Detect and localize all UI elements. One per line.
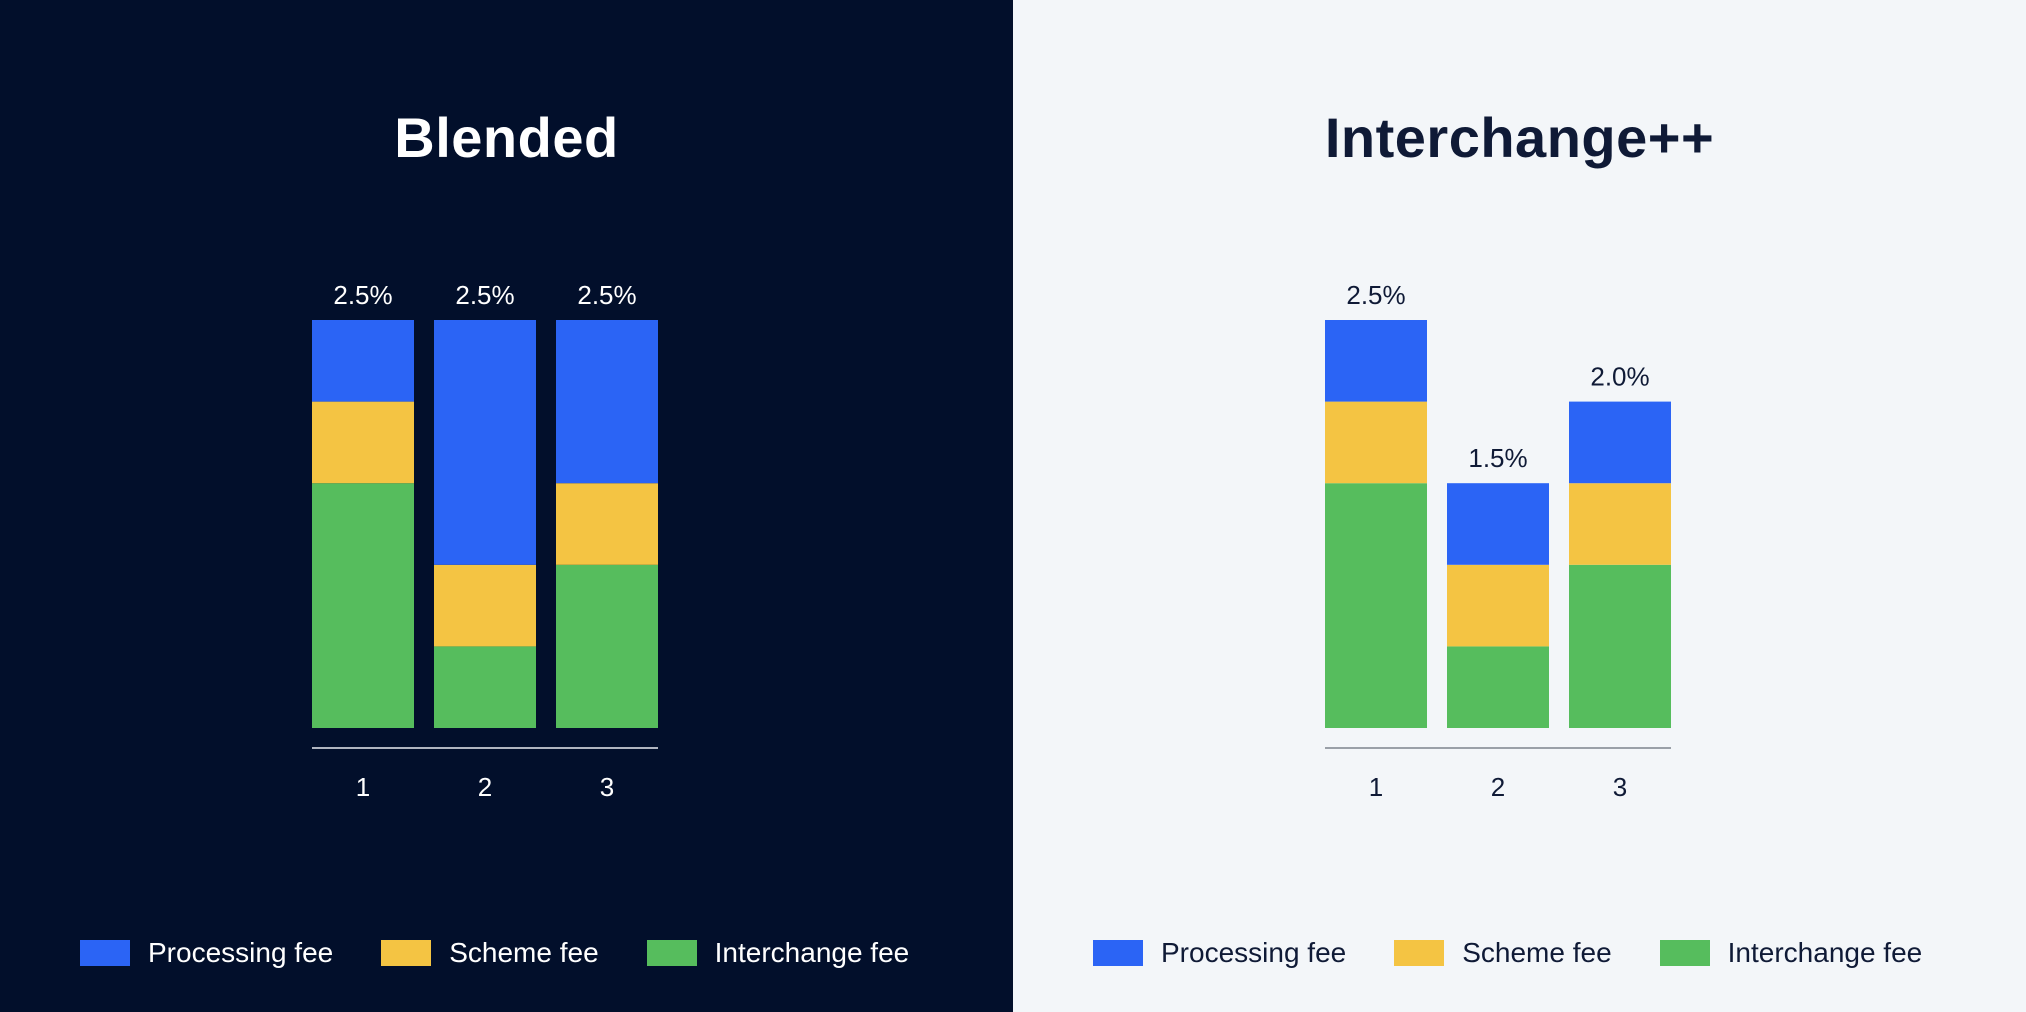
bar-segment-interchange-2 (434, 646, 536, 728)
blended-panel: Blended 2.5% 1 2.5% 2 2.5% 3 Processing fee S… (0, 0, 1013, 1012)
bar-segment-scheme-2 (1447, 564, 1549, 647)
bar-segment-processing-2 (434, 320, 536, 565)
legend-swatch-scheme (381, 940, 432, 966)
bar-segment-processing-3 (556, 320, 658, 484)
bar-segment-scheme-1 (312, 401, 414, 484)
x-tick-label: 2 (1491, 772, 1505, 802)
legend-label-processing: Processing fee (148, 937, 334, 968)
bar-total-label: 2.5% (455, 280, 514, 310)
legend-item-interchange: Interchange fee (1659, 937, 1923, 969)
legend-label-interchange: Interchange fee (714, 937, 910, 968)
bar-segment-interchange-2 (1447, 646, 1549, 728)
bar-segment-processing-3 (1569, 401, 1671, 484)
bar-total-label: 2.5% (577, 280, 636, 310)
bar-segment-processing-1 (312, 320, 414, 402)
blended-legend: Processing fee Scheme fee Interchange fe… (80, 933, 909, 973)
x-tick-label: 1 (356, 772, 370, 802)
bar-segment-scheme-3 (556, 483, 658, 565)
legend-item-interchange: Interchange fee (646, 937, 910, 969)
bar-segment-processing-2 (1447, 483, 1549, 565)
legend-swatch-scheme (1394, 940, 1445, 966)
legend-item-scheme: Scheme fee (381, 937, 599, 969)
bar-segment-interchange-1 (312, 483, 414, 728)
legend-swatch-interchange (646, 940, 697, 966)
legend-item-processing: Processing fee (1093, 937, 1346, 969)
bar-segment-scheme-1 (1325, 401, 1427, 484)
x-tick-label: 3 (600, 772, 614, 802)
bar-segment-interchange-3 (556, 564, 658, 728)
bar-segment-interchange-3 (1569, 564, 1671, 728)
legend-item-scheme: Scheme fee (1394, 937, 1612, 969)
legend-swatch-interchange (1659, 940, 1710, 966)
interchange-plus-panel: Interchange++ 2.5% 1 1.5% 2 2.0% 3 Processing… (1013, 0, 2026, 1012)
x-tick-label: 1 (1369, 772, 1383, 802)
bar-segment-scheme-3 (1569, 483, 1671, 565)
bar-segment-scheme-2 (434, 564, 536, 647)
bar-segment-interchange-1 (1325, 483, 1427, 728)
bar-total-label: 2.5% (1346, 280, 1405, 310)
legend-label-processing: Processing fee (1161, 937, 1347, 968)
legend-swatch-processing (1093, 940, 1143, 966)
bar-total-label: 2.5% (333, 280, 392, 310)
blended-chart: 2.5% 1 2.5% 2 2.5% 3 (312, 280, 658, 802)
x-tick-label: 3 (1613, 772, 1627, 802)
bar-total-label: 1.5% (1468, 443, 1527, 473)
bar-segment-processing-1 (1325, 320, 1427, 402)
bar-total-label: 2.0% (1590, 362, 1649, 392)
x-tick-label: 2 (478, 772, 492, 802)
legend-label-scheme: Scheme fee (1462, 937, 1612, 968)
interchange-plus-title: Interchange++ (1324, 106, 1715, 169)
legend-item-processing: Processing fee (80, 937, 333, 969)
legend-label-scheme: Scheme fee (449, 937, 599, 968)
interchange-plus-chart: 2.5% 1 1.5% 2 2.0% 3 (1325, 280, 1671, 802)
blended-title: Blended (394, 106, 619, 169)
interchange-plus-legend: Processing fee Scheme fee Interchange fe… (1093, 933, 1922, 973)
legend-swatch-processing (80, 940, 130, 966)
legend-label-interchange: Interchange fee (1727, 937, 1923, 968)
